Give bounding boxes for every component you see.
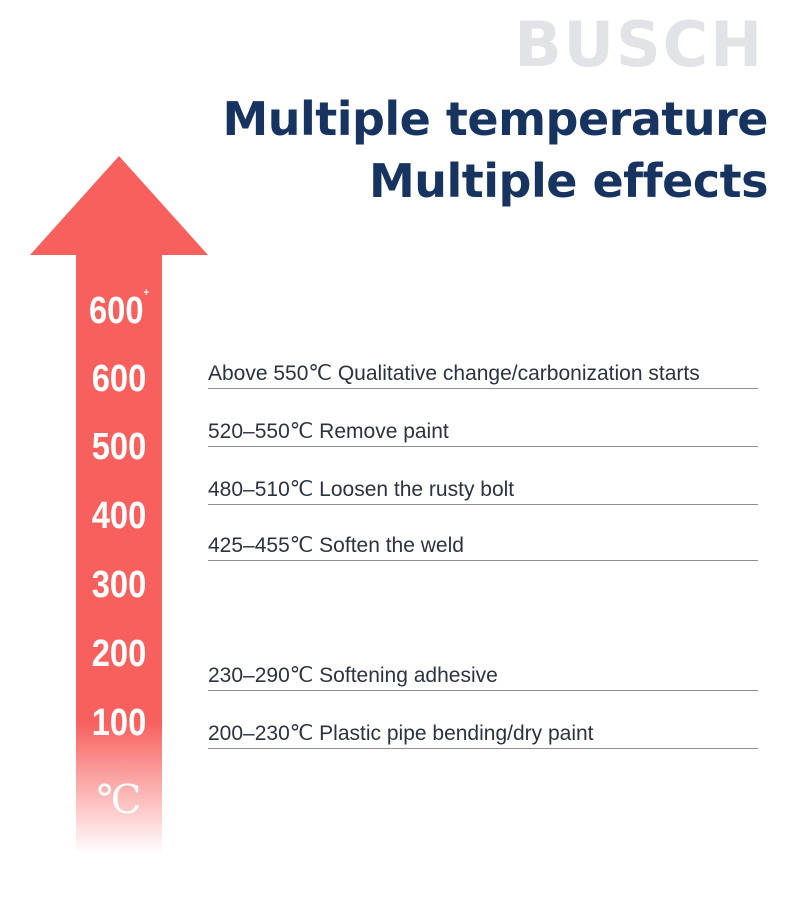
scale-label: 400	[91, 495, 147, 537]
headline-line-1: Multiple temperature	[222, 92, 768, 146]
scale-label: 200	[91, 633, 147, 675]
effect-item: Above 550℃ Qualitative change/carbonizat…	[208, 362, 758, 390]
brand-watermark: BUSCH	[514, 8, 764, 81]
scale-label: 500	[91, 426, 147, 468]
scale-label-top: 600+	[88, 287, 150, 332]
effect-item: 480–510℃ Loosen the rusty bolt	[208, 478, 758, 506]
effect-item: 230–290℃ Softening adhesive	[208, 664, 758, 692]
scale-label: 600	[91, 358, 147, 400]
arrow-head	[30, 156, 208, 255]
effect-item: 200–230℃ Plastic pipe bending/dry paint	[208, 722, 758, 750]
celsius-unit-label: ℃	[96, 777, 142, 823]
arrow-shaft	[76, 254, 162, 854]
headline-line-2: Multiple effects	[368, 154, 769, 208]
effect-item: 520–550℃ Remove paint	[208, 420, 758, 448]
scale-label: 300	[91, 564, 147, 606]
effect-item: 425–455℃ Soften the weld	[208, 534, 758, 562]
scale-label: 100	[91, 702, 147, 744]
